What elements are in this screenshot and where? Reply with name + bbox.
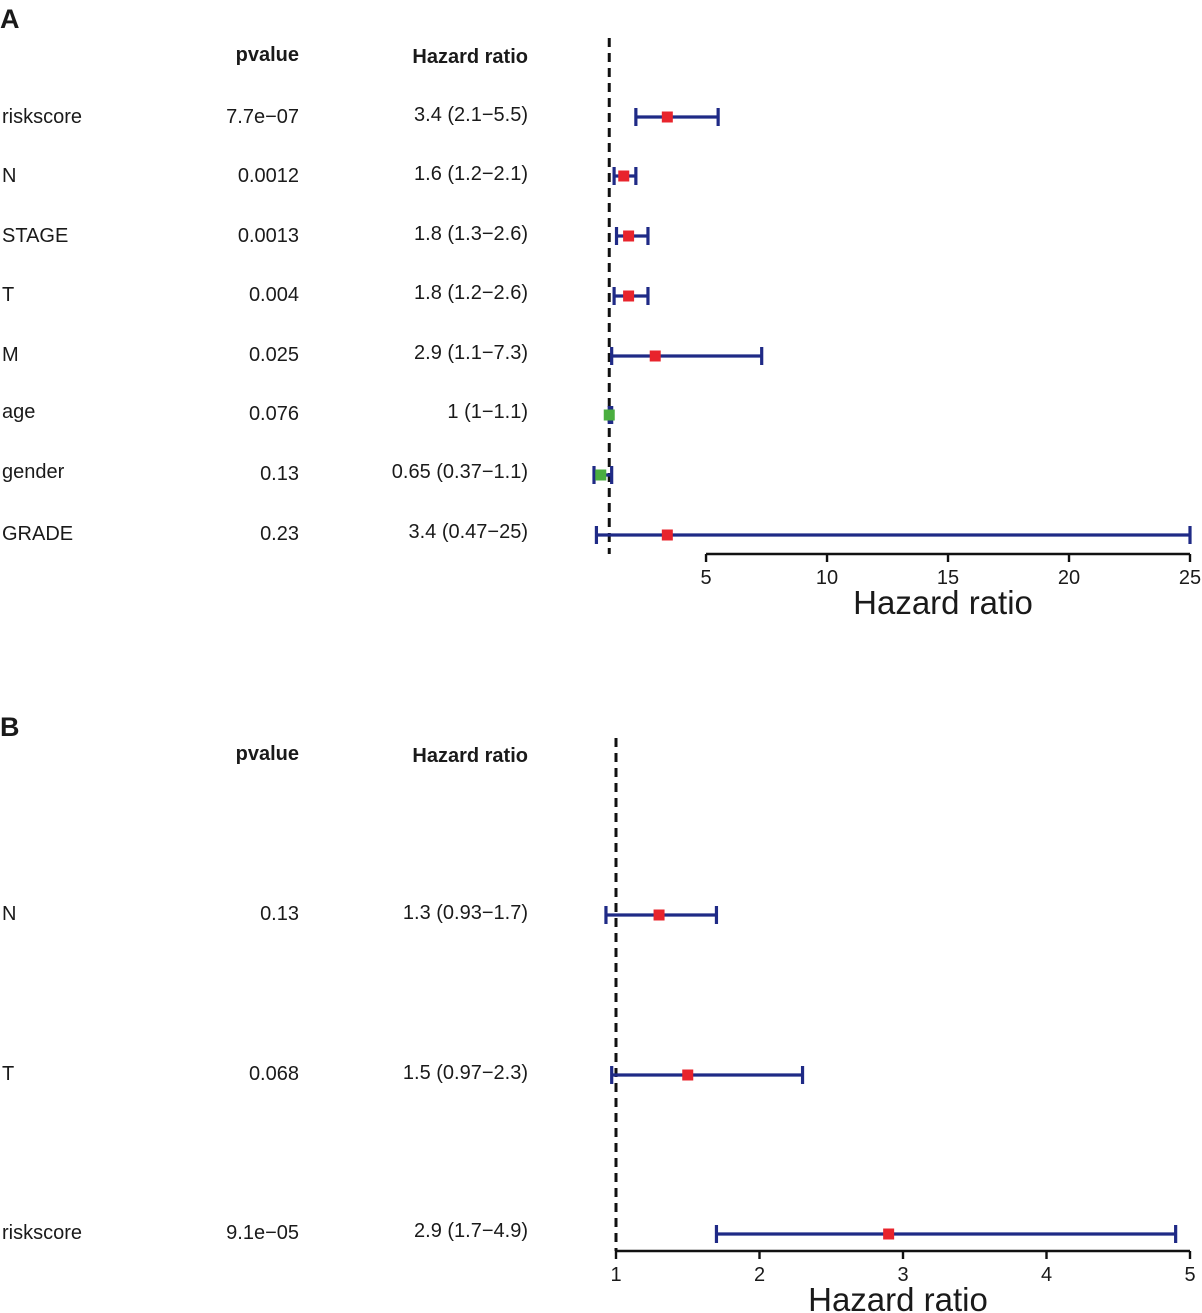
- row-hazard-ratio: 1.8 (1.2−2.6): [414, 282, 528, 304]
- row-pvalue: 0.025: [248, 344, 299, 366]
- row-hazard-ratio: 0.65 (0.37−1.1): [391, 461, 528, 483]
- row-pvalue: 0.13: [260, 903, 299, 925]
- row-pvalue: 0.068: [248, 1063, 299, 1085]
- row-pvalue: 7.7e−07: [226, 106, 299, 128]
- point-estimate-riskscore: [883, 1228, 895, 1240]
- point-estimate-GRADE: [661, 529, 673, 541]
- row-label: M: [2, 344, 19, 366]
- row-pvalue: 0.076: [248, 403, 299, 425]
- row-label: age: [2, 401, 36, 423]
- row-hazard-ratio: 3.4 (0.47−25): [408, 521, 528, 543]
- row-hazard-ratio: 1.6 (1.2−2.1): [414, 163, 528, 185]
- x-tick-label: 10: [816, 567, 838, 589]
- point-estimate-riskscore: [661, 111, 673, 123]
- panel-letter: A: [0, 4, 20, 34]
- row-pvalue: 0.0013: [237, 225, 299, 247]
- row-hazard-ratio: 1.5 (0.97−2.3): [402, 1062, 528, 1084]
- forest-plot-b-graphic: 1 2 3 4 5 Hazard ratio: [604, 738, 1196, 1313]
- point-estimate-T: [623, 290, 635, 302]
- row-label: N: [2, 903, 17, 925]
- x-tick-label: 4: [1041, 1264, 1052, 1286]
- point-estimate-N: [618, 170, 630, 182]
- x-tick-label: 15: [937, 567, 959, 589]
- panel-letter: B: [0, 712, 20, 742]
- x-tick-label: 3: [897, 1264, 908, 1286]
- row-pvalue: 0.004: [248, 284, 299, 306]
- row-pvalue: 0.13: [260, 463, 299, 485]
- hazard-ratio-header: Hazard ratio: [412, 46, 528, 68]
- forest-plot-a-graphic: 5 10 15 20 25 Hazard ratio: [592, 38, 1201, 621]
- row-pvalue: 0.23: [260, 523, 299, 545]
- row-label: STAGE: [2, 225, 69, 247]
- point-estimate-T: [682, 1069, 694, 1081]
- row-label: GRADE: [2, 523, 74, 545]
- pvalue-header: pvalue: [235, 44, 299, 66]
- hazard-ratio-header: Hazard ratio: [412, 745, 528, 767]
- row-hazard-ratio: 2.9 (1.7−4.9): [414, 1220, 528, 1242]
- point-estimate-age: [603, 409, 615, 421]
- point-estimate-gender: [595, 469, 607, 481]
- forest-plot-a: A pvalue Hazard ratio riskscore 7.7e−07 …: [0, 0, 1202, 640]
- row-hazard-ratio: 3.4 (2.1−5.5): [414, 104, 528, 126]
- row-label: riskscore: [2, 106, 83, 128]
- x-tick-label: 5: [700, 567, 711, 589]
- row-hazard-ratio: 1.8 (1.3−2.6): [414, 223, 528, 245]
- row-label: T: [2, 1063, 15, 1085]
- row-pvalue: 0.0012: [237, 165, 299, 187]
- x-tick-label: 2: [754, 1264, 765, 1286]
- row-label: gender: [2, 461, 65, 483]
- x-axis-label: Hazard ratio: [808, 1281, 988, 1313]
- forest-plot-b: B pvalue Hazard ratio N 0.13 1.3 (0.93−1…: [0, 700, 1202, 1313]
- point-estimate-M: [649, 350, 661, 362]
- row-hazard-ratio: 1 (1−1.1): [447, 401, 528, 423]
- point-estimate-N: [653, 909, 665, 921]
- row-label: T: [2, 284, 15, 306]
- x-tick-label: 5: [1184, 1264, 1195, 1286]
- point-estimate-STAGE: [623, 230, 635, 242]
- row-label: N: [2, 165, 17, 187]
- row-hazard-ratio: 1.3 (0.93−1.7): [402, 902, 528, 924]
- x-tick-label: 20: [1058, 567, 1080, 589]
- x-axis-label: Hazard ratio: [853, 584, 1033, 621]
- row-label: riskscore: [2, 1222, 83, 1244]
- x-tick-label: 1: [610, 1264, 621, 1286]
- x-tick-label: 25: [1179, 567, 1201, 589]
- row-pvalue: 9.1e−05: [226, 1222, 299, 1244]
- row-hazard-ratio: 2.9 (1.1−7.3): [414, 342, 528, 364]
- pvalue-header: pvalue: [235, 743, 299, 765]
